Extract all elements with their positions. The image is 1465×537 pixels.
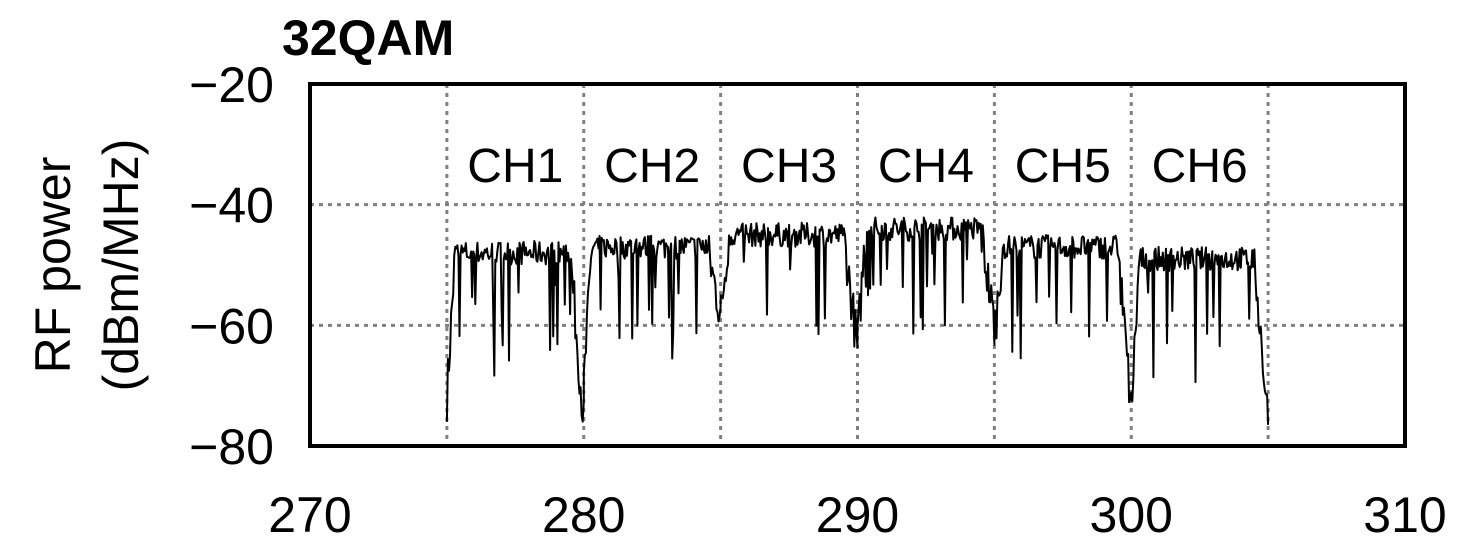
y-axis-label: RF power (dBm/MHz) <box>25 139 149 392</box>
y-axis-label-line1: RF power <box>25 157 81 374</box>
spectrum-line <box>445 216 1270 425</box>
x-tick-3: 300 <box>1090 487 1173 537</box>
chart-title: 32QAM <box>282 10 454 66</box>
y-tick-1: −40 <box>189 178 274 234</box>
y-tick-2: −60 <box>189 298 274 354</box>
x-tick-1: 280 <box>542 487 625 537</box>
y-tick-labels: −20 −40 −60 −80 <box>189 57 274 475</box>
y-tick-3: −80 <box>189 419 274 475</box>
y-axis-label-line2: (dBm/MHz) <box>93 139 149 392</box>
plot-frame <box>308 82 1407 448</box>
channel-label-5: CH5 <box>1015 140 1111 193</box>
x-tick-0: 270 <box>268 487 351 537</box>
channel-label-2: CH2 <box>604 140 700 193</box>
channel-label-1: CH1 <box>467 140 563 193</box>
y-tick-0: −20 <box>189 57 274 113</box>
channel-label-4: CH4 <box>878 140 974 193</box>
x-tick-4: 310 <box>1363 487 1446 537</box>
channel-label-3: CH3 <box>741 140 837 193</box>
channel-label-6: CH6 <box>1152 140 1248 193</box>
x-tick-labels: 270 280 290 300 310 <box>268 487 1446 537</box>
spectrum-trace <box>445 216 1270 425</box>
x-tick-2: 290 <box>816 487 899 537</box>
channel-labels: CH1 CH2 CH3 CH4 CH5 CH6 <box>467 140 1247 193</box>
